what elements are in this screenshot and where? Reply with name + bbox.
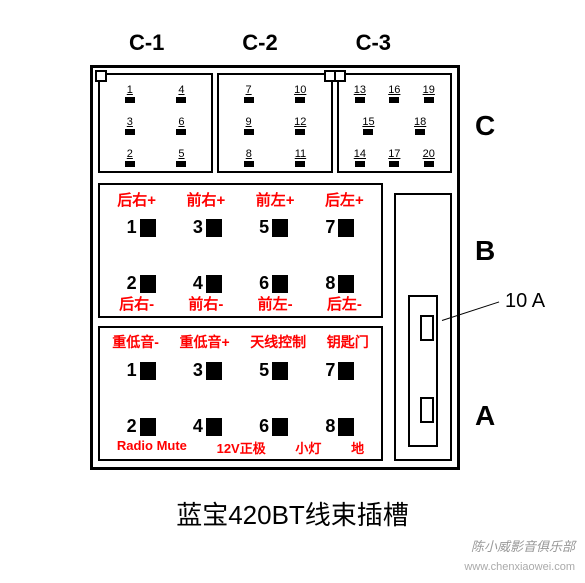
a-pins-bot: 2 4 6 8 [108,416,373,437]
fuse-box [394,193,452,461]
notch-c1 [95,70,107,82]
section-c: 14 36 25 710 912 811 131619 1518 141720 [98,73,452,173]
b-top-labels: 后右+ 前右+ 前左+ 后左+ [102,189,379,210]
notch-c3 [334,70,346,82]
b-pins-top: 1 3 5 7 [108,217,373,238]
top-column-labels: C-1 C-2 C-3 [90,30,430,56]
a-bot-labels: Radio Mute 12V正极 小灯 地 [102,438,379,457]
label-c3: C-3 [356,30,391,56]
c-box-2: 710 912 811 [217,73,332,173]
watermark-url: www.chenxiaowei.com [464,561,575,573]
label-c2: C-2 [242,30,277,56]
fuse-slot-2 [420,397,434,423]
fuse-slot-1 [420,315,434,341]
fuse-inner [408,295,438,447]
label-c1: C-1 [129,30,164,56]
row-label-c: C [475,110,495,142]
caption: 蓝宝420BT线束插槽 [0,495,585,532]
c-box-1: 14 36 25 [98,73,213,173]
b-pins-bot: 2 4 6 8 [108,273,373,294]
a-pins-top: 1 3 5 7 [108,360,373,381]
row-label-b: B [475,235,495,267]
watermark-club: 陈小威影音俱乐部 [471,536,575,555]
section-b: 后右+ 前右+ 前左+ 后左+ 1 3 5 7 2 4 6 8 后右- 前右- … [98,183,383,318]
a-top-labels: 重低音- 重低音+ 天线控制 钥匙门 [102,332,379,352]
row-label-a: A [475,400,495,432]
c-box-3: 131619 1518 141720 [337,73,452,173]
fuse-label: 10 A [505,290,545,313]
section-a: 重低音- 重低音+ 天线控制 钥匙门 1 3 5 7 2 4 6 8 Radio… [98,326,383,461]
b-bot-labels: 后右- 前右- 前左- 后左- [102,293,379,314]
connector-outer-frame: 14 36 25 710 912 811 131619 1518 141720 … [90,65,460,470]
